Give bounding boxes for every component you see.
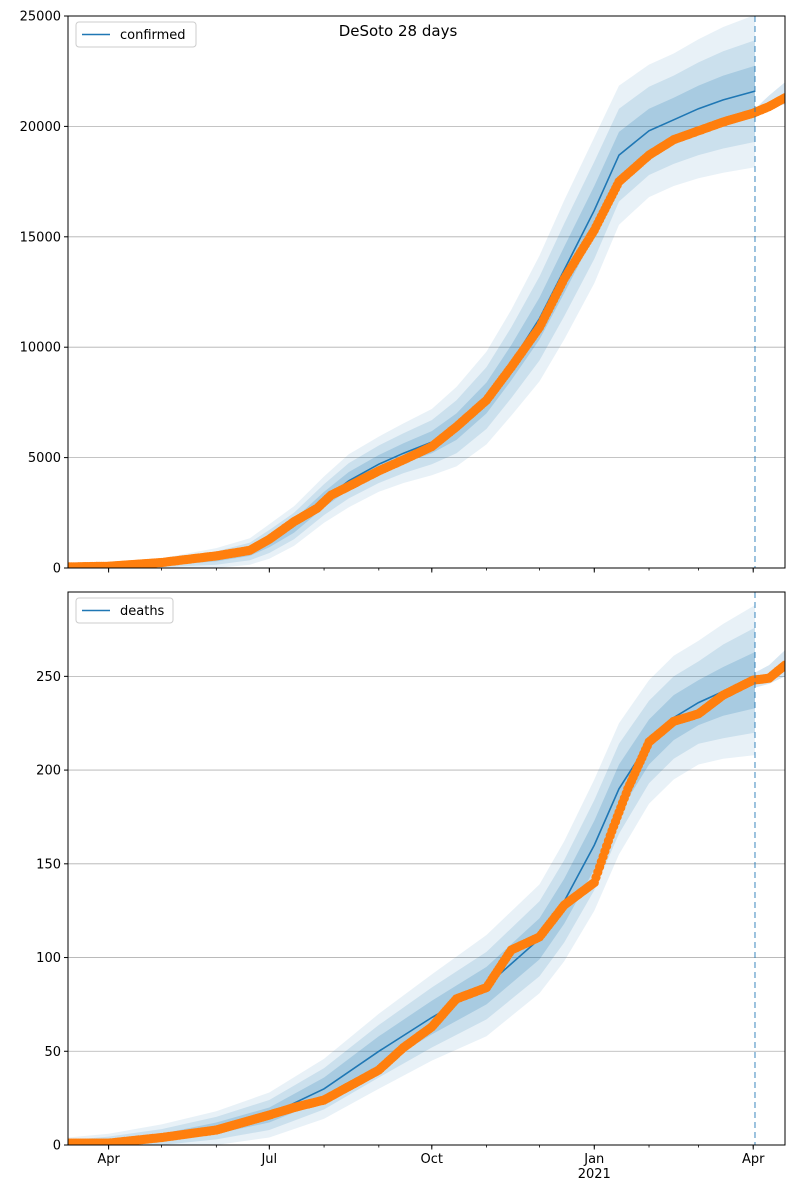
plot-area (68, 605, 785, 1145)
plot-area (68, 16, 785, 568)
y-tick-label: 25000 (20, 10, 61, 25)
confirmed-panel: 0 5000 10000 15000 20000 25000 confirmed (20, 10, 786, 577)
y-tick-label: 10000 (20, 341, 61, 356)
legend: deaths (75, 597, 174, 624)
axes-frame (67, 591, 786, 1146)
y-tick-label: 150 (36, 857, 61, 872)
x-tick-label: Jul (260, 1152, 277, 1167)
x-tick-label: Apr (97, 1152, 120, 1167)
observed-point (780, 660, 785, 670)
chart-title: DeSoto 28 days (339, 22, 458, 40)
y-tick-label: 15000 (20, 230, 61, 245)
y-tick-label: 50 (44, 1045, 61, 1060)
legend-label: deaths (120, 604, 165, 619)
legend-box (75, 21, 197, 48)
uncertainty-band-3 (68, 605, 755, 1145)
y-tick-label: 250 (36, 670, 61, 685)
uncertainty-band-2 (68, 40, 755, 568)
uncertainty-band-1 (68, 65, 755, 568)
legend: confirmed (75, 21, 197, 48)
observed-points (68, 660, 785, 1145)
y-tick-label: 0 (53, 1139, 61, 1154)
y-tick-label: 5000 (28, 451, 61, 466)
legend-label: confirmed (120, 28, 186, 43)
observed-point (780, 93, 785, 103)
x-tick-label: Apr (742, 1152, 765, 1167)
x-tick-label: Oct (421, 1152, 443, 1167)
y-tick-label: 0 (53, 562, 61, 577)
legend-box (75, 597, 174, 624)
axes-frame (67, 15, 786, 569)
x-tick-sublabel: 2021 (578, 1167, 611, 1182)
observed-points (68, 93, 785, 568)
y-tick-label: 100 (36, 951, 61, 966)
y-tick-label: 200 (36, 764, 61, 779)
x-tick-label: Jan (583, 1152, 604, 1167)
y-tick-label: 20000 (20, 120, 61, 135)
